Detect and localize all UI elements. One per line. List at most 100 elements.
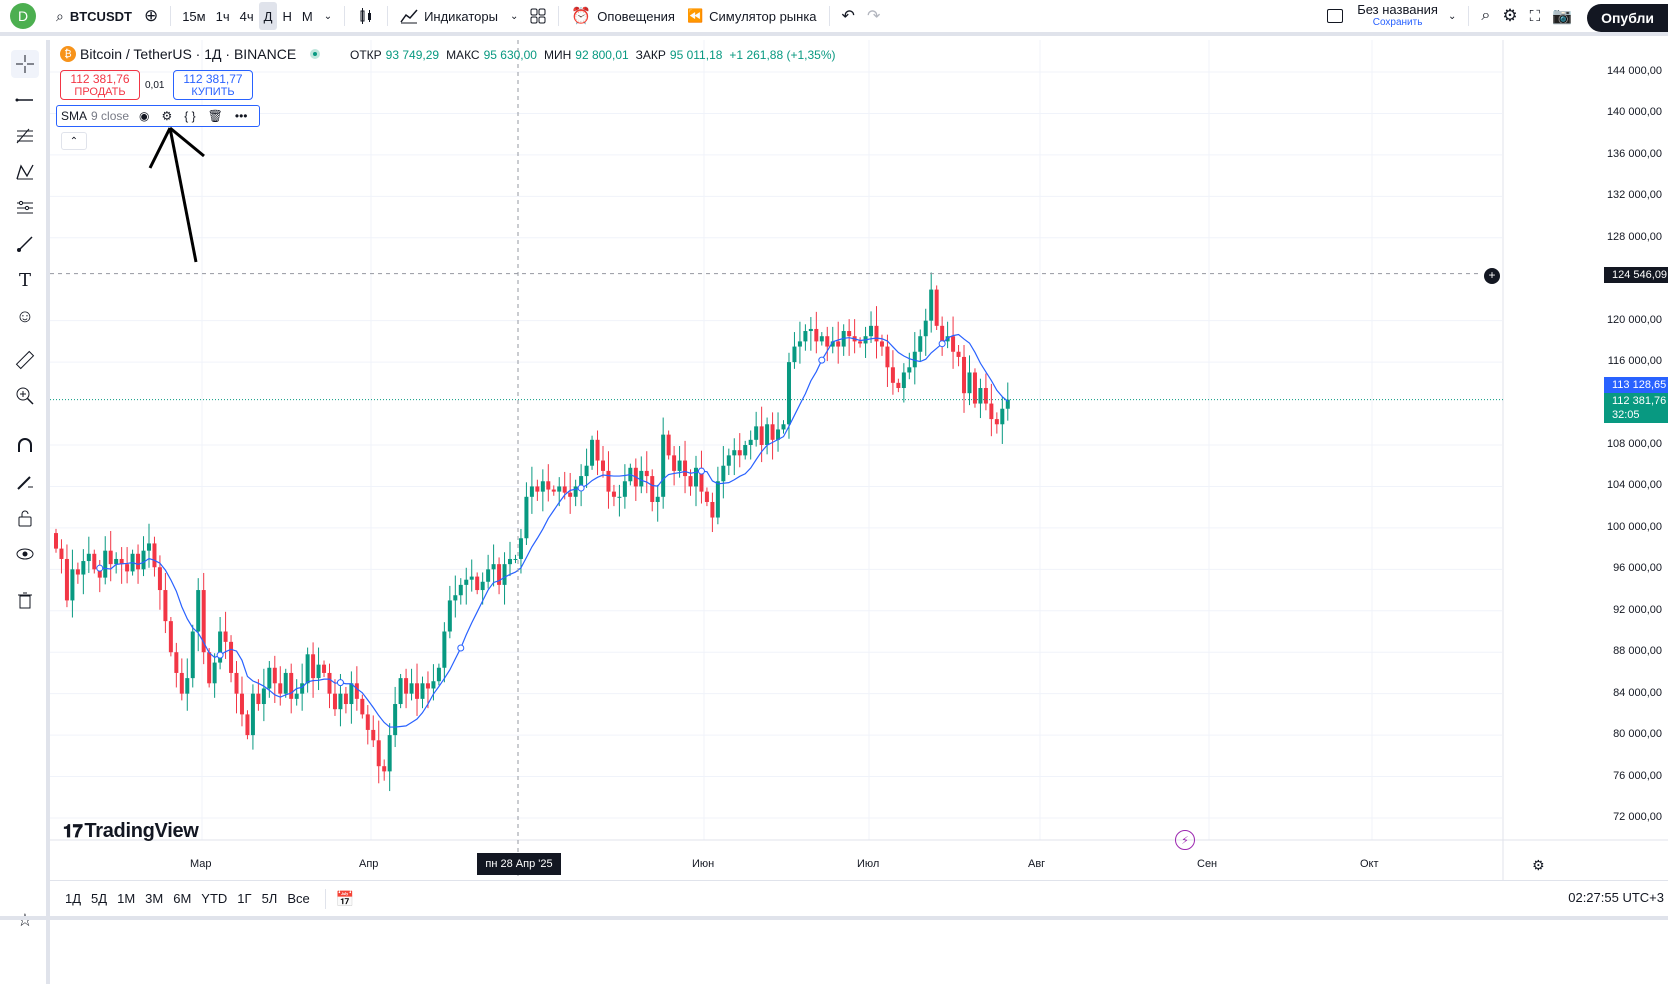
candle-body <box>382 766 387 772</box>
eye-icon[interactable]: ◉ <box>139 109 150 123</box>
range-7[interactable]: 5Л <box>261 891 278 906</box>
interval-1[interactable]: 1ч <box>215 8 230 24</box>
buy-button[interactable]: 112 381,77 КУПИТЬ <box>173 70 253 100</box>
lock-icon[interactable] <box>11 504 39 532</box>
source-code-icon[interactable]: { } <box>184 109 196 123</box>
publish-button[interactable]: Опубли <box>1587 4 1668 32</box>
user-avatar[interactable]: D <box>10 3 36 29</box>
range-0[interactable]: 1Д <box>65 891 82 906</box>
eye-icon[interactable] <box>11 540 39 568</box>
candle-body <box>726 455 731 466</box>
candle-body <box>108 550 113 565</box>
magnet-tool-icon[interactable] <box>11 432 39 460</box>
grid-icon <box>530 8 546 24</box>
replay-button[interactable]: ⏪ Симулятор рынка <box>681 0 823 34</box>
symbol-description[interactable]: Bitcoin / TetherUS · 1Д · BINANCE <box>80 46 297 62</box>
stay-in-drawing-mode-icon[interactable] <box>11 468 39 496</box>
goto-date-button[interactable]: 📅 <box>336 890 355 908</box>
favorites-star-icon[interactable]: ☆ <box>11 906 39 934</box>
candle-body <box>557 486 562 492</box>
forecast-tool-icon[interactable] <box>11 194 39 222</box>
range-4[interactable]: 6М <box>173 891 192 906</box>
ruler-tool-icon[interactable] <box>11 346 39 374</box>
range-5[interactable]: YTD <box>201 891 228 906</box>
range-group: 1Д 5Д 1М 3М 6М YTD 1Г 5Л Все <box>60 891 315 906</box>
pattern-tool-icon[interactable] <box>11 158 39 186</box>
indicators-button[interactable]: Индикаторы <box>394 0 504 34</box>
compare-symbol-button[interactable]: ⊕ <box>138 0 164 34</box>
trend-line-tool-icon[interactable] <box>11 86 39 114</box>
layouts-button[interactable] <box>524 0 552 34</box>
divider <box>170 6 172 26</box>
interval-0[interactable]: 15м <box>182 8 206 24</box>
undo-icon: ↶ <box>841 8 855 25</box>
candle-body <box>759 426 764 445</box>
alerts-button[interactable]: ⏰ Оповещения <box>565 0 681 34</box>
range-6[interactable]: 1Г <box>237 891 252 906</box>
candle-body <box>551 489 556 492</box>
brush-tool-icon[interactable] <box>11 230 39 258</box>
candle-body <box>278 683 283 694</box>
price-chart[interactable] <box>50 40 1668 880</box>
clock[interactable]: 02:27:55 UTC+3 <box>1568 890 1664 905</box>
zoom-in-tool-icon[interactable] <box>11 382 39 410</box>
interval-5[interactable]: М <box>301 8 313 24</box>
candle-body <box>693 467 698 487</box>
sell-button[interactable]: 112 381,76 ПРОДАТЬ <box>60 70 140 100</box>
candle-body <box>754 426 759 440</box>
add-alert-plus-icon[interactable]: + <box>1484 268 1500 284</box>
candle-body <box>606 470 611 492</box>
open-label: ОТКР <box>350 48 382 62</box>
price-tick-label: 88 000,00 <box>1613 645 1662 658</box>
high-value: 95 630,00 <box>483 48 537 62</box>
candles-icon <box>360 8 372 24</box>
emoji-tool-icon[interactable]: ☺ <box>15 305 35 326</box>
candle-body <box>431 681 436 689</box>
candle-body <box>825 336 830 347</box>
trash-icon[interactable] <box>11 586 39 614</box>
annotation-arrow-shaft <box>168 127 198 263</box>
last-price-tag: 112 381,76 <box>1604 393 1668 409</box>
chart-type-button[interactable] <box>351 0 381 34</box>
interval-2[interactable]: 4ч <box>239 8 254 24</box>
interval-3[interactable]: Д <box>258 2 278 30</box>
candle-body <box>261 688 266 705</box>
redo-button[interactable]: ↷ <box>861 0 886 34</box>
undo-button[interactable]: ↶ <box>836 0 861 34</box>
layout-title: Без названия <box>1357 2 1438 17</box>
settings-button[interactable]: ⚙ <box>1496 0 1523 34</box>
quick-search-button[interactable]: ⌕ <box>1475 0 1496 34</box>
snapshot-button[interactable]: 📷 <box>1546 0 1578 34</box>
magnifier-icon: ⌕ <box>1481 7 1491 24</box>
text-tool-icon[interactable]: T <box>18 269 31 291</box>
indicator-templates-button[interactable]: ⌄ <box>504 0 524 34</box>
range-8[interactable]: Все <box>287 891 310 906</box>
crosshair-tool-icon[interactable] <box>11 50 39 78</box>
candle-body <box>272 667 277 684</box>
range-3[interactable]: 3М <box>145 891 164 906</box>
chart-legend: ₿ Bitcoin / TetherUS · 1Д · BINANCE <box>60 46 321 62</box>
sma-indicator-legend[interactable]: SMA 9 close ◉ ⚙ { } 🗑 ••• <box>56 105 260 127</box>
interval-4[interactable]: Н <box>282 8 292 24</box>
symbol-search-button[interactable]: ⌕ BTCUSDT <box>50 0 138 34</box>
tradingview-logo[interactable]: 𝟏𝟕 TradingView <box>63 820 199 843</box>
interval-dropdown-button[interactable]: ⌄ <box>318 0 338 34</box>
sma-marker <box>697 467 705 475</box>
fib-tool-icon[interactable] <box>11 122 39 150</box>
sma-marker <box>938 340 946 348</box>
fullscreen-button[interactable]: ⛶ <box>1524 0 1547 34</box>
indicator-actions: ◉ ⚙ { } 🗑 ••• <box>139 109 247 123</box>
axis-settings-gear-icon[interactable]: ⚙ <box>1532 857 1545 873</box>
candle-body <box>64 558 69 601</box>
trash-icon[interactable]: 🗑 <box>207 109 223 123</box>
open-value: 93 749,29 <box>385 48 440 62</box>
layout-name-button[interactable]: Без названия Сохранить ⌄ <box>1321 0 1462 34</box>
gear-icon[interactable]: ⚙ <box>161 109 173 123</box>
candle-body <box>508 558 513 565</box>
collapse-legend-button[interactable]: ⌃ <box>61 132 87 150</box>
range-1[interactable]: 5Д <box>91 891 108 906</box>
more-icon[interactable]: ••• <box>234 109 248 123</box>
candle-body <box>415 683 420 699</box>
lightning-icon[interactable]: ⚡ <box>1175 830 1195 850</box>
range-2[interactable]: 1М <box>117 891 136 906</box>
